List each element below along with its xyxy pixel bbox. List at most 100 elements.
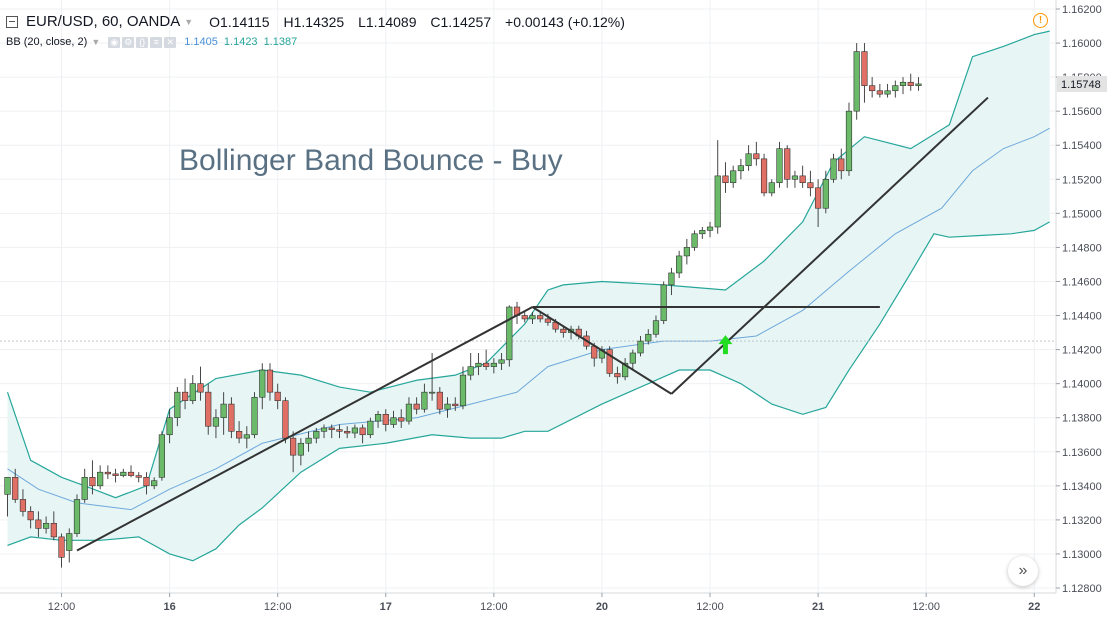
candle-up (42, 522, 50, 529)
candle-down (614, 373, 621, 378)
candle-up (97, 471, 104, 487)
candle-down (861, 51, 868, 86)
y-tick-label: 1.13200 (1062, 515, 1102, 527)
trend-line-up (76, 306, 533, 552)
candle-down (205, 391, 212, 427)
candle-down (19, 499, 27, 512)
last-price-label: 1.15748 (1061, 79, 1101, 91)
collapse-icon[interactable] (6, 15, 18, 28)
candle-up (853, 51, 860, 112)
candle-up (421, 391, 428, 410)
candle-up (405, 403, 413, 422)
candle-up (699, 230, 706, 235)
bb-mid-value: 1.1405 (184, 36, 218, 48)
candle-up (189, 383, 196, 401)
candle-down (452, 403, 459, 407)
candle-down (236, 431, 243, 439)
candle-up (297, 442, 304, 456)
candle-down (753, 153, 760, 160)
x-tick-label: 12:00 (264, 601, 292, 613)
candle-up (243, 434, 250, 439)
chevron-down-icon[interactable]: ▼ (184, 16, 194, 27)
candle-up (444, 403, 451, 410)
candle-down (89, 477, 96, 487)
bb-upper-value: 1.1423 (223, 36, 258, 48)
fast-forward-icon[interactable]: » (1008, 556, 1038, 586)
candle-up (66, 533, 73, 551)
candle-up (4, 477, 11, 495)
candle-up (259, 369, 266, 398)
y-tick-label: 1.14000 (1062, 379, 1102, 391)
x-tick-label: 16 (163, 601, 175, 613)
candle-up (884, 90, 891, 95)
high-value: H1.14325 (283, 13, 345, 30)
symbol-title[interactable]: EUR/USD, 60, OANDA (26, 13, 181, 30)
candle-up (506, 306, 513, 361)
candle-up (313, 431, 320, 439)
candle-up (745, 153, 752, 166)
x-tick-label: 12:00 (696, 601, 724, 613)
candle-up (367, 420, 374, 436)
candle-down (35, 519, 42, 529)
candle-up (892, 85, 899, 92)
candle-up (81, 477, 88, 500)
candle-up (629, 352, 636, 364)
remove-icon[interactable]: ✕ (164, 36, 177, 48)
candle-down (359, 427, 366, 436)
candle-down (606, 349, 613, 374)
candle-down (436, 391, 443, 410)
candle-down (266, 369, 274, 393)
candle-up (652, 320, 660, 335)
candle-up (737, 165, 744, 172)
candle-up (714, 175, 721, 228)
settings-icon[interactable]: ⚙ (122, 36, 135, 48)
candle-up (822, 178, 829, 209)
candle-down (869, 85, 876, 92)
candle-up (915, 83, 922, 86)
candle-down (537, 315, 544, 320)
candle-up (683, 247, 690, 257)
candle-down (112, 473, 119, 476)
candle-down (398, 417, 405, 422)
y-tick-label: 1.14800 (1062, 242, 1102, 254)
candle-down (344, 431, 351, 434)
x-tick-label: 21 (812, 601, 824, 613)
eye-icon[interactable]: ◉ (108, 36, 121, 48)
candle-up (305, 437, 312, 444)
indicator-chevron-icon[interactable]: ▼ (91, 37, 101, 47)
candle-down (814, 187, 822, 209)
candle-down (274, 391, 281, 401)
candle-up (899, 81, 907, 86)
candle-up (490, 362, 497, 367)
candle-up (459, 374, 467, 407)
ohlc-values: O1.14115 H1.14325 L1.14089 C1.14257 +0.0… (209, 14, 635, 30)
candle-up (428, 391, 436, 394)
x-tick-label: 20 (596, 601, 608, 613)
y-tick-label: 1.15200 (1062, 174, 1102, 186)
candle-up (467, 366, 474, 376)
candle-down (544, 318, 551, 323)
more-icon[interactable]: ≡ (150, 36, 163, 48)
y-tick-label: 1.14600 (1062, 276, 1102, 288)
x-tick-label: 17 (380, 601, 392, 613)
candle-up (645, 333, 652, 342)
indicator-label[interactable]: BB (20, close, 2) (6, 36, 88, 48)
candle-down (907, 81, 914, 86)
chart-legend: EUR/USD, 60, OANDA ▼ O1.14115 H1.14325 L… (0, 0, 1050, 54)
candle-up (212, 417, 220, 427)
candle-up (351, 427, 359, 434)
candle-up (220, 403, 227, 419)
source-code-icon[interactable]: {} (136, 36, 149, 48)
warning-icon[interactable]: ! (1033, 13, 1048, 28)
y-tick-label: 1.15600 (1062, 106, 1102, 118)
open-value: O1.14115 (209, 13, 270, 30)
candle-up (791, 175, 799, 180)
y-tick-label: 1.13000 (1062, 549, 1102, 561)
candle-up (830, 158, 837, 180)
candle-down (560, 328, 567, 333)
candle-down (135, 475, 142, 478)
close-value: C1.14257 (430, 13, 492, 30)
candle-up (498, 359, 505, 364)
x-tick-label: 12:00 (48, 601, 76, 613)
